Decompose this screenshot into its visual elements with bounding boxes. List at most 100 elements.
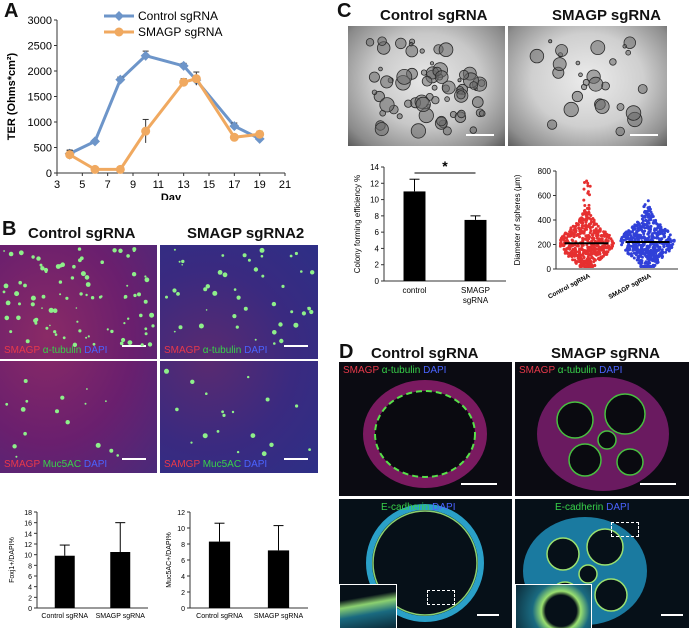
data-point (655, 232, 658, 235)
cell-dot (144, 275, 146, 277)
data-point (583, 209, 586, 212)
data-point (599, 229, 602, 232)
y-tick-label: 600 (538, 192, 552, 201)
cell-dot (5, 403, 8, 406)
data-point (642, 232, 645, 235)
cell-dot (53, 308, 58, 313)
cell-dot (237, 451, 239, 453)
micrograph-d-bl: E-cadherin DAPI (339, 499, 512, 628)
sphere (579, 73, 583, 77)
sphere (437, 116, 447, 126)
sphere (610, 59, 617, 66)
y-tick-label: 14 (370, 163, 379, 172)
y-tick-label: 12 (177, 510, 185, 517)
cell-dot (126, 254, 130, 258)
y-tick-label: 12 (24, 542, 32, 549)
data-point (581, 224, 584, 227)
sphere (595, 100, 609, 114)
data-point (573, 235, 576, 238)
cell-dot (18, 281, 22, 285)
cell-dot (164, 369, 169, 374)
data-point (594, 230, 597, 233)
data-point (593, 252, 596, 255)
sphere (381, 76, 393, 88)
cell-dot (172, 288, 176, 292)
cell-dot (309, 310, 313, 314)
data-point (179, 78, 188, 87)
sphere (472, 97, 483, 108)
sphere (458, 110, 466, 118)
cell-dot (132, 272, 136, 276)
y-axis-label: Diameter of spheres (μm) (513, 174, 522, 265)
cell-dot (145, 332, 148, 335)
cell-dot (203, 433, 208, 438)
data-point (91, 165, 100, 174)
data-point (664, 229, 667, 232)
sphere (470, 127, 477, 134)
cell-dot (56, 264, 61, 269)
sphere (397, 114, 402, 119)
cell-dot (261, 275, 264, 278)
cell-dot (78, 247, 81, 250)
sphere (623, 45, 627, 49)
cell-dot (247, 376, 249, 378)
data-point (647, 206, 650, 209)
cell-dot (60, 262, 65, 267)
sphere (583, 79, 589, 85)
cell-dot (127, 340, 132, 345)
cell-dot (78, 258, 82, 262)
data-point (636, 259, 639, 262)
label-d-tr: SMAGP α-tubulin DAPI (519, 365, 622, 376)
sphere (421, 70, 426, 75)
data-point (669, 238, 672, 241)
cell-dot (176, 292, 180, 296)
y-tick-label: 8 (181, 542, 185, 549)
data-point (646, 265, 649, 268)
x-tick-label: Control sgRNA (41, 613, 88, 620)
cell-dot (266, 398, 270, 402)
data-point (595, 234, 598, 237)
data-point (90, 136, 100, 146)
x-tick-label: SMAGP (461, 286, 490, 295)
data-point (574, 261, 577, 264)
data-point (586, 207, 589, 210)
data-point (587, 261, 590, 264)
data-point (587, 211, 590, 214)
data-point (583, 212, 586, 215)
legend-label: SMAGP sgRNA (138, 25, 222, 39)
data-point (581, 239, 584, 242)
data-point (593, 221, 596, 224)
sphere (372, 90, 377, 95)
sphere (479, 111, 485, 117)
x-tick-label: 13 (178, 179, 190, 191)
data-point (141, 127, 150, 136)
chart-c-colony: 02468101214control SMAGPsgRNAColony formi… (338, 155, 508, 325)
data-point (600, 245, 603, 248)
cell-dot (237, 296, 241, 300)
cell-dot (100, 295, 102, 297)
sphere (432, 85, 437, 90)
data-point (580, 265, 583, 268)
y-axis-label: TER (Ohms*cm²) (6, 52, 18, 140)
cell-dot (139, 314, 143, 318)
cell-dot (33, 318, 37, 322)
data-point (588, 204, 591, 207)
cell-dot (212, 291, 217, 296)
cell-dot (66, 420, 70, 424)
cell-dot (234, 288, 237, 291)
data-point (647, 199, 650, 202)
cell-dot (45, 270, 48, 273)
data-point (633, 223, 636, 226)
y-tick-label: 4 (375, 244, 380, 253)
data-point (650, 225, 653, 228)
sphere (626, 50, 631, 55)
data-point (569, 254, 572, 257)
data-point (604, 246, 607, 249)
data-point (583, 181, 586, 184)
data-point (589, 214, 592, 217)
cell-dot (137, 292, 141, 296)
sphere (420, 49, 424, 53)
cell-dot (86, 282, 91, 287)
sphere (378, 37, 387, 46)
sphere (470, 82, 478, 90)
